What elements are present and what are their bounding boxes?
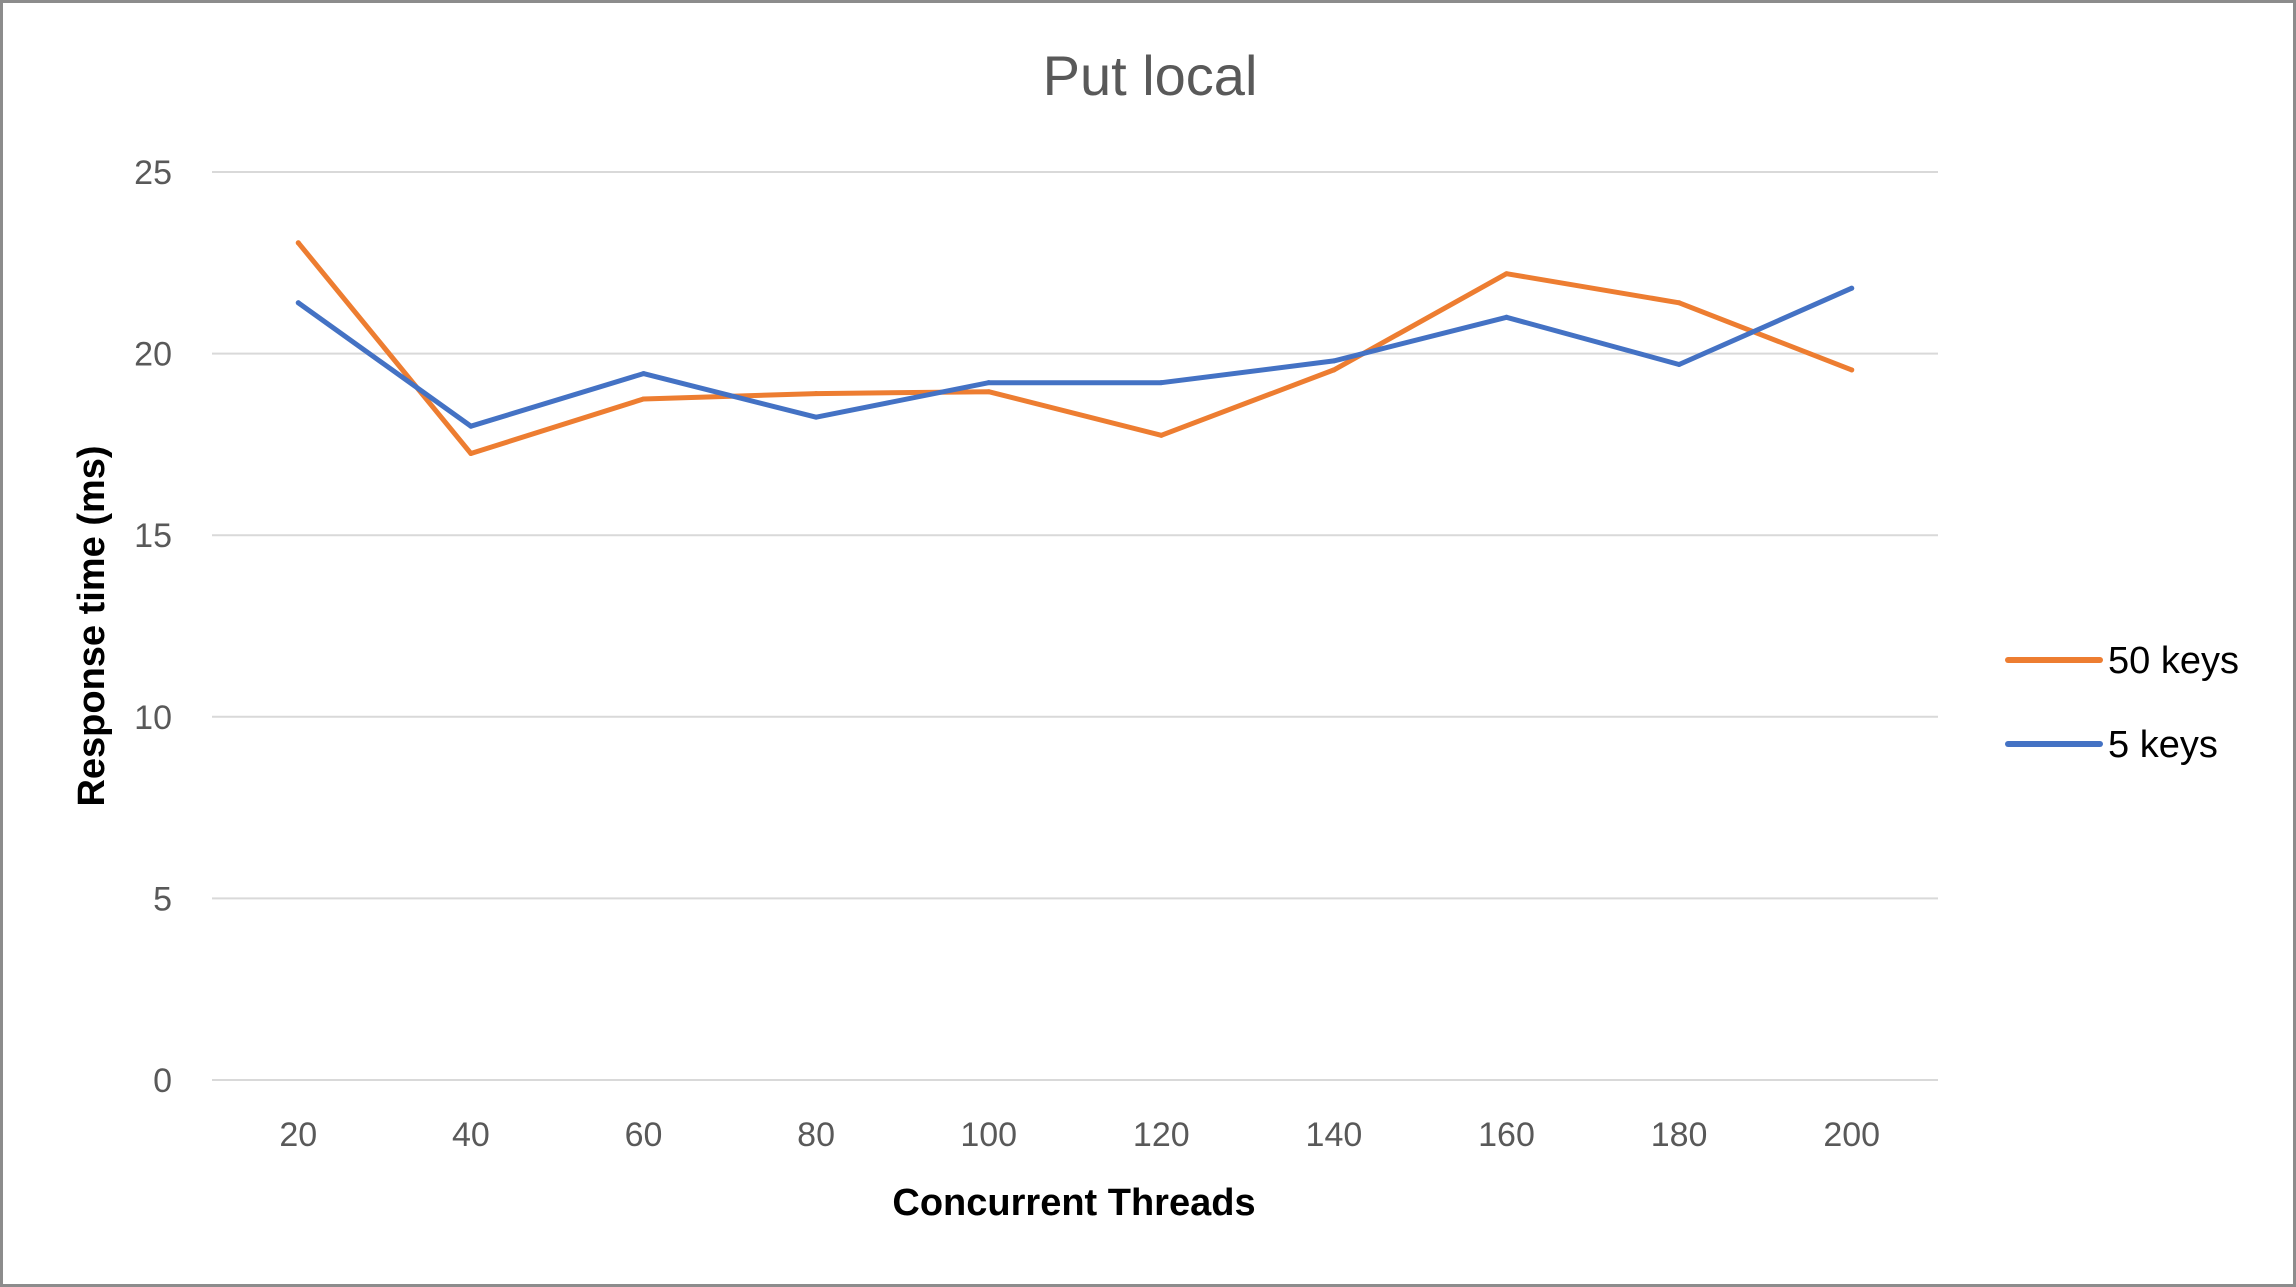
chart-title: Put local	[1043, 44, 1258, 107]
y-axis-ticks: 0 5 10 15 20 25	[134, 154, 172, 1100]
y-tick-label: 0	[153, 1062, 172, 1100]
legend-item: 5 keys	[2005, 724, 2218, 766]
data-point	[1504, 314, 1509, 320]
data-point	[813, 414, 819, 420]
x-axis-title: Concurrent Threads	[892, 1182, 1255, 1224]
x-tick-label: 120	[1133, 1116, 1190, 1154]
data-point	[1849, 285, 1855, 291]
series-lines	[295, 240, 1855, 456]
y-tick-label: 5	[153, 880, 172, 918]
data-point	[468, 450, 474, 456]
series-line	[295, 285, 1855, 429]
x-tick-label: 60	[625, 1116, 663, 1154]
legend-label: 5 keys	[2108, 724, 2218, 766]
data-point	[641, 396, 646, 402]
x-tick-label: 140	[1306, 1116, 1363, 1154]
x-tick-label: 180	[1651, 1116, 1708, 1154]
x-axis-ticks: 20 40 60 80 100 120 140 160 180 200	[279, 1116, 1880, 1154]
x-tick-label: 40	[452, 1116, 490, 1154]
data-point	[295, 300, 301, 306]
x-tick-label: 100	[960, 1116, 1017, 1154]
x-tick-label: 160	[1478, 1116, 1535, 1154]
data-point	[295, 240, 301, 246]
data-point	[1331, 358, 1337, 364]
x-tick-label: 20	[279, 1116, 317, 1154]
data-point	[813, 391, 819, 397]
series-0	[295, 240, 1855, 456]
y-tick-label: 15	[134, 517, 172, 555]
x-tick-label: 80	[797, 1116, 835, 1154]
data-point	[1676, 300, 1682, 306]
data-point	[1849, 367, 1855, 373]
legend-item: 50 keys	[2005, 640, 2239, 682]
legend: 50 keys 5 keys	[2005, 640, 2239, 766]
legend-label: 50 keys	[2108, 640, 2239, 682]
data-point	[468, 423, 474, 429]
y-tick-label: 20	[134, 336, 172, 374]
x-tick-label: 200	[1823, 1116, 1880, 1154]
data-point	[1331, 367, 1337, 373]
data-point	[986, 380, 992, 386]
data-point	[1158, 432, 1164, 438]
y-tick-label: 10	[134, 699, 172, 737]
gridlines	[212, 171, 1938, 1081]
y-tick-label: 25	[134, 154, 172, 192]
data-point	[1158, 380, 1164, 386]
data-point	[641, 371, 646, 377]
series-line	[295, 240, 1855, 456]
series-1	[295, 285, 1855, 429]
data-point	[1504, 271, 1509, 277]
data-point	[986, 389, 992, 395]
data-point	[1676, 361, 1682, 367]
y-axis-title: Response time (ms)	[71, 445, 113, 806]
